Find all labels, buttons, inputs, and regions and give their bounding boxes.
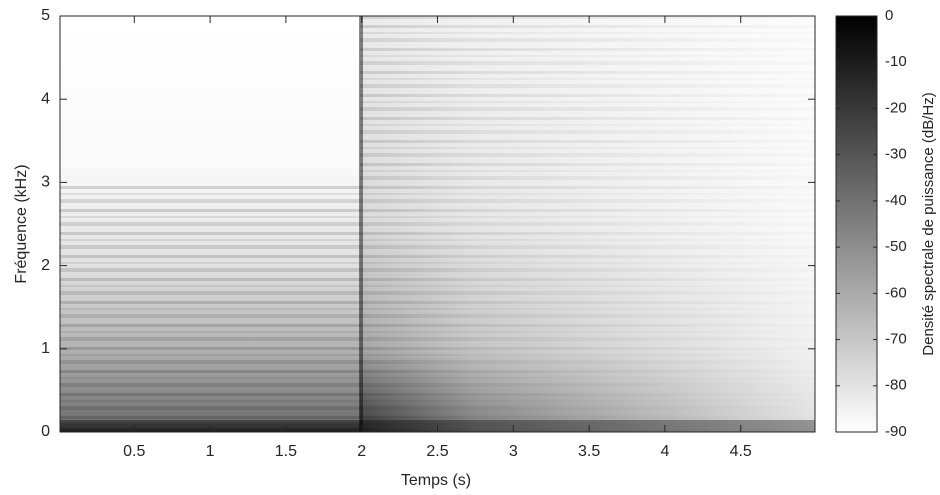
colorbar-tick-label: -60 bbox=[885, 284, 907, 301]
y-tick-label: 5 bbox=[41, 7, 50, 24]
colorbar-tick-label: 0 bbox=[885, 7, 893, 24]
colorbar-tick-label: -80 bbox=[885, 377, 907, 394]
x-tick-label: 0.5 bbox=[123, 443, 145, 460]
colorbar-tick-label: -20 bbox=[885, 99, 907, 116]
spectrogram-image bbox=[60, 16, 815, 432]
x-axis-label: Temps (s) bbox=[401, 472, 471, 489]
x-tick-label: 2 bbox=[357, 443, 366, 460]
colorbar-label: Densité spectrale de puissance (dB/Hz) bbox=[920, 92, 937, 355]
y-tick-label: 4 bbox=[41, 90, 50, 107]
colorbar-tick-label: -40 bbox=[885, 192, 907, 209]
colorbar-tick-label: -50 bbox=[885, 238, 907, 255]
y-tick-label: 3 bbox=[41, 174, 50, 191]
colorbar-tick-label: -10 bbox=[885, 53, 907, 70]
x-tick-label: 3 bbox=[509, 443, 518, 460]
x-tick-label: 2.5 bbox=[426, 443, 448, 460]
x-tick-label: 4 bbox=[660, 443, 669, 460]
x-tick-label: 1.5 bbox=[275, 443, 297, 460]
y-axis-label: Fréquence (kHz) bbox=[13, 164, 30, 283]
colorbar-tick-label: -90 bbox=[885, 423, 907, 440]
colorbar-tick-label: -70 bbox=[885, 331, 907, 348]
x-tick-label: 4.5 bbox=[730, 443, 752, 460]
colorbar-tick-label: -30 bbox=[885, 146, 907, 163]
y-tick-label: 1 bbox=[41, 340, 50, 357]
y-tick-label: 2 bbox=[41, 257, 50, 274]
x-tick-label: 3.5 bbox=[578, 443, 600, 460]
colorbar bbox=[835, 15, 878, 433]
y-tick-label: 0 bbox=[41, 423, 50, 440]
x-tick-label: 1 bbox=[206, 443, 215, 460]
